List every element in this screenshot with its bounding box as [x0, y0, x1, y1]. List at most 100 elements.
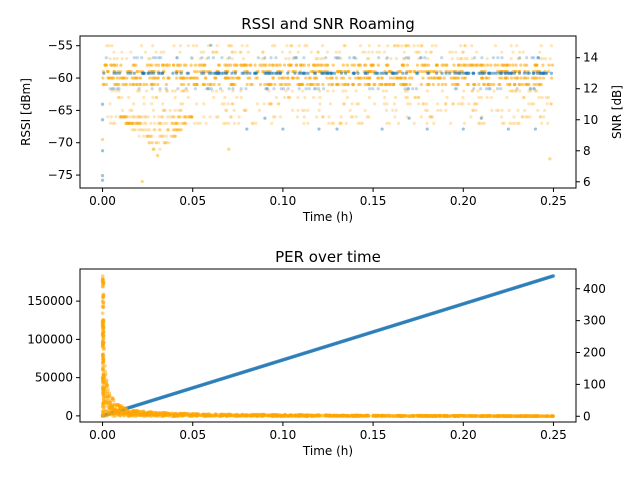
data-point-s1	[112, 87, 116, 91]
data-point-s1	[332, 71, 337, 75]
data-point-s1	[356, 414, 361, 418]
data-point-s0	[546, 121, 550, 125]
data-point-s0	[404, 95, 408, 100]
data-point-s0	[523, 63, 527, 67]
data-point-s0	[137, 89, 142, 93]
data-point-s0	[261, 50, 265, 54]
data-point-s1	[532, 56, 536, 60]
data-point-s0	[520, 115, 524, 119]
data-point-s0	[463, 57, 467, 61]
y-tick-label: −60	[48, 71, 73, 85]
data-point-s1	[185, 71, 189, 75]
data-point-s0	[110, 63, 114, 67]
data-point-s0	[416, 44, 420, 48]
data-point-s0	[297, 44, 301, 48]
data-point-s0	[108, 121, 112, 125]
data-point-s1	[158, 412, 162, 417]
data-point-s0	[502, 63, 506, 67]
data-point-s1	[101, 305, 106, 310]
data-point-s0	[131, 121, 136, 125]
data-point-s1	[101, 414, 106, 418]
data-point-s1	[267, 71, 271, 75]
data-point-s0	[486, 82, 491, 87]
data-point-s0	[123, 121, 128, 125]
data-point-s0	[518, 89, 522, 93]
data-point-s0	[533, 63, 537, 67]
data-point-s0	[123, 115, 127, 119]
data-point-s1	[100, 118, 105, 122]
data-point-s0	[537, 82, 542, 87]
data-point-s0	[158, 121, 162, 125]
data-point-s0	[144, 115, 148, 119]
data-point-s0	[226, 121, 231, 125]
data-point-s0	[393, 115, 397, 119]
data-point-s1	[455, 87, 459, 91]
data-point-s1	[398, 414, 403, 418]
data-point-s0	[535, 76, 540, 80]
data-point-s0	[439, 108, 443, 112]
data-point-s0	[341, 63, 345, 67]
data-point-s0	[184, 115, 188, 119]
data-point-s0	[176, 63, 180, 67]
data-point-s0	[225, 108, 229, 112]
data-point-s0	[138, 82, 142, 87]
data-point-s0	[548, 57, 552, 61]
data-point-s0	[170, 121, 174, 125]
data-point-s0	[462, 89, 466, 93]
data-point-s0	[157, 128, 162, 132]
data-point-s1	[101, 292, 106, 297]
data-point-s0	[301, 89, 305, 93]
data-point-s1	[275, 71, 279, 75]
data-point-s1	[444, 71, 448, 75]
data-point-s0	[163, 141, 168, 145]
data-point-s0	[325, 63, 329, 67]
data-point-s0	[524, 115, 528, 119]
data-point-s0	[534, 89, 539, 93]
data-point-s0	[178, 115, 182, 119]
data-point-s0	[273, 44, 277, 48]
data-point-s0	[215, 44, 219, 48]
data-point-s0	[282, 63, 287, 67]
data-point-s1	[317, 87, 321, 91]
data-point-s0	[358, 44, 363, 48]
data-point-s1	[147, 71, 151, 75]
data-point-s0	[139, 121, 143, 125]
data-point-s1	[478, 71, 483, 75]
data-point-s0	[509, 57, 513, 61]
data-point-s0	[429, 50, 434, 54]
data-point-s1	[494, 71, 498, 75]
data-point-s0	[379, 82, 384, 87]
data-point-s0	[465, 82, 469, 87]
y2-tick-label: 12	[583, 82, 598, 96]
data-point-s0	[180, 76, 185, 80]
data-point-s0	[426, 57, 430, 61]
data-point-s1	[495, 87, 500, 91]
data-point-s1	[194, 413, 199, 418]
data-point-s1	[342, 414, 347, 418]
data-point-s1	[245, 127, 249, 131]
data-point-s0	[523, 76, 528, 80]
data-point-s0	[147, 141, 151, 145]
data-point-s0	[318, 95, 322, 100]
data-point-s0	[268, 102, 272, 106]
data-point-s0	[287, 95, 291, 100]
y2-tick-label: 10	[583, 113, 598, 127]
data-point-s0	[380, 76, 384, 80]
data-point-s0	[386, 44, 390, 48]
data-point-s0	[152, 147, 156, 151]
data-point-s0	[450, 57, 454, 61]
data-point-s0	[372, 102, 377, 106]
data-point-s0	[139, 44, 144, 48]
data-point-s0	[533, 89, 537, 93]
data-point-s0	[439, 76, 443, 80]
data-point-s1	[100, 102, 105, 106]
data-point-s0	[216, 115, 220, 119]
data-point-s1	[175, 71, 179, 75]
data-point-s0	[178, 115, 182, 119]
data-point-s0	[153, 76, 157, 80]
data-point-s0	[189, 115, 194, 119]
data-point-s0	[492, 89, 496, 93]
data-point-s0	[284, 57, 288, 61]
data-point-s0	[185, 89, 189, 93]
y-tick-label: 100000	[27, 332, 73, 346]
